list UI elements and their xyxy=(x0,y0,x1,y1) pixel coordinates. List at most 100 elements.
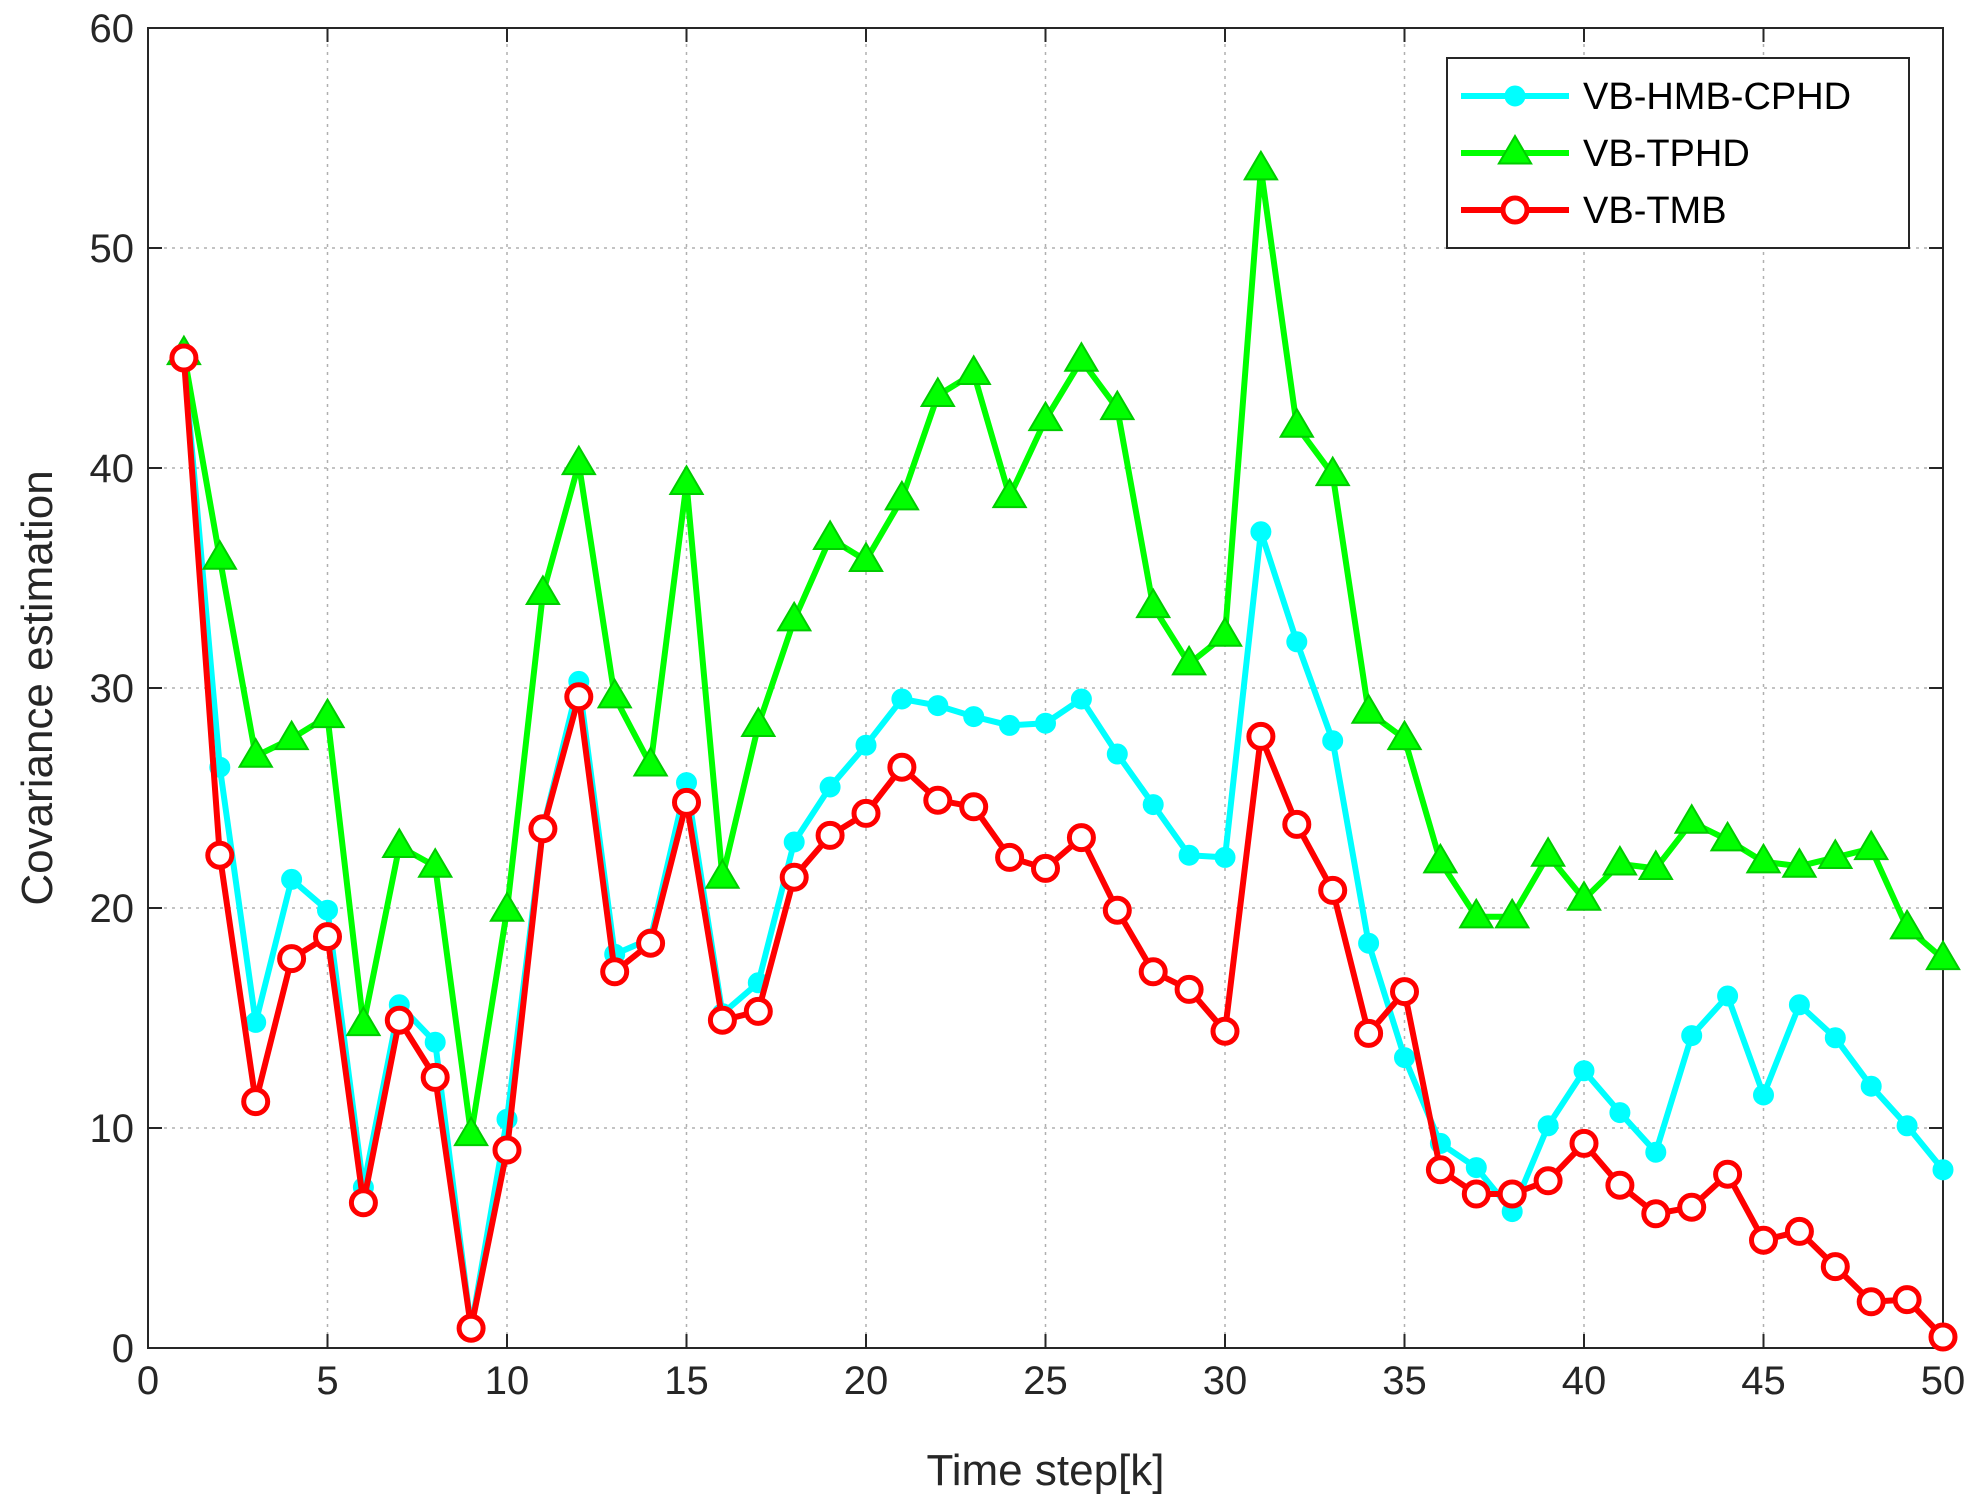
data-point xyxy=(1781,847,1818,878)
data-point xyxy=(313,922,342,952)
data-point xyxy=(1896,1115,1918,1137)
data-point xyxy=(600,957,630,987)
data-point xyxy=(1035,712,1056,734)
data-point xyxy=(740,706,777,737)
data-point xyxy=(632,746,669,777)
legend-label: VB-TPHD xyxy=(1583,133,1750,175)
data-point xyxy=(241,1087,271,1117)
data-point xyxy=(560,444,597,476)
data-point xyxy=(1713,1159,1743,1189)
data-point xyxy=(281,868,303,890)
data-point xyxy=(919,376,956,407)
data-point xyxy=(169,343,199,373)
y-axis-label: Covariance estimation xyxy=(13,470,62,905)
data-point xyxy=(417,847,454,878)
data-point xyxy=(201,539,238,570)
data-point xyxy=(1569,1128,1599,1158)
data-point xyxy=(348,1188,378,1218)
data-point xyxy=(453,1115,489,1147)
data-point xyxy=(1609,1102,1631,1124)
data-point xyxy=(424,1031,446,1053)
data-point xyxy=(1286,631,1308,653)
x-tick-label: 20 xyxy=(844,1359,889,1403)
data-point xyxy=(1925,939,1961,971)
data-point xyxy=(1461,1179,1491,1209)
data-point xyxy=(309,697,346,729)
data-point xyxy=(1171,644,1207,676)
data-point xyxy=(959,792,989,822)
data-point xyxy=(1537,1115,1559,1137)
data-point xyxy=(1314,455,1351,487)
data-point xyxy=(955,354,992,385)
data-point xyxy=(1386,719,1423,751)
data-point xyxy=(1673,803,1710,834)
data-point xyxy=(1853,829,1890,861)
x-tick-label: 15 xyxy=(664,1359,709,1403)
data-point xyxy=(887,752,917,782)
legend-swatch-marker xyxy=(1500,195,1530,225)
legend-item: VB-TPHD xyxy=(1461,133,1750,175)
series-layer xyxy=(166,149,1961,1352)
legend-item: VB-TMB xyxy=(1461,190,1727,232)
data-point xyxy=(783,831,805,853)
x-tick-label: 30 xyxy=(1203,1359,1248,1403)
series-vb-tmb xyxy=(169,343,1958,1352)
y-tick-label: 10 xyxy=(90,1107,135,1151)
data-point xyxy=(819,776,841,798)
data-point xyxy=(1681,1025,1703,1047)
x-tick-label: 5 xyxy=(316,1359,338,1403)
x-tick-label: 0 xyxy=(137,1359,159,1403)
data-point xyxy=(1070,688,1092,710)
data-point xyxy=(668,464,705,495)
y-tick-label: 0 xyxy=(112,1327,134,1371)
data-point xyxy=(1602,845,1638,876)
data-point xyxy=(564,682,594,712)
data-point xyxy=(273,719,310,751)
y-tick-label: 60 xyxy=(90,7,135,51)
data-point xyxy=(1422,842,1459,874)
data-point xyxy=(317,899,338,921)
data-point xyxy=(420,1062,450,1092)
data-point xyxy=(1138,957,1168,987)
data-point xyxy=(1641,1199,1671,1229)
data-point xyxy=(1856,1287,1886,1317)
legend-item: VB-HMB-CPHD xyxy=(1461,76,1851,118)
data-point xyxy=(707,1005,737,1035)
data-point xyxy=(1106,743,1128,765)
data-point xyxy=(1099,389,1136,421)
data-point xyxy=(1027,400,1064,432)
data-point xyxy=(1178,844,1200,866)
data-point xyxy=(923,785,953,815)
x-tick-label: 45 xyxy=(1741,1359,1786,1403)
data-point xyxy=(999,714,1021,736)
series-vb-tphd xyxy=(166,149,1961,1147)
x-tick-label: 35 xyxy=(1382,1359,1427,1403)
data-point xyxy=(1354,1018,1384,1048)
series-vb-hmb-cphd xyxy=(173,347,1954,1339)
data-point xyxy=(884,479,920,511)
data-point xyxy=(1892,1285,1922,1315)
y-tick-label: 40 xyxy=(90,447,135,491)
data-point xyxy=(672,787,701,817)
data-point xyxy=(1350,693,1387,724)
data-point xyxy=(1465,1157,1487,1179)
data-point xyxy=(743,996,773,1026)
y-tick-label: 50 xyxy=(90,227,135,271)
data-point xyxy=(815,820,845,850)
data-point xyxy=(205,840,235,870)
data-point xyxy=(927,695,949,717)
data-point xyxy=(1322,730,1344,752)
data-point xyxy=(237,737,274,768)
x-tick-label: 40 xyxy=(1562,1359,1607,1403)
data-point xyxy=(855,734,877,756)
data-point xyxy=(245,1011,267,1033)
data-point xyxy=(991,477,1028,509)
x-tick-label: 25 xyxy=(1023,1359,1068,1403)
data-point xyxy=(963,706,985,728)
data-point xyxy=(1745,842,1782,874)
data-point xyxy=(1214,846,1236,868)
data-point xyxy=(1932,1159,1954,1181)
data-point xyxy=(1860,1075,1882,1097)
data-point xyxy=(1788,994,1810,1016)
